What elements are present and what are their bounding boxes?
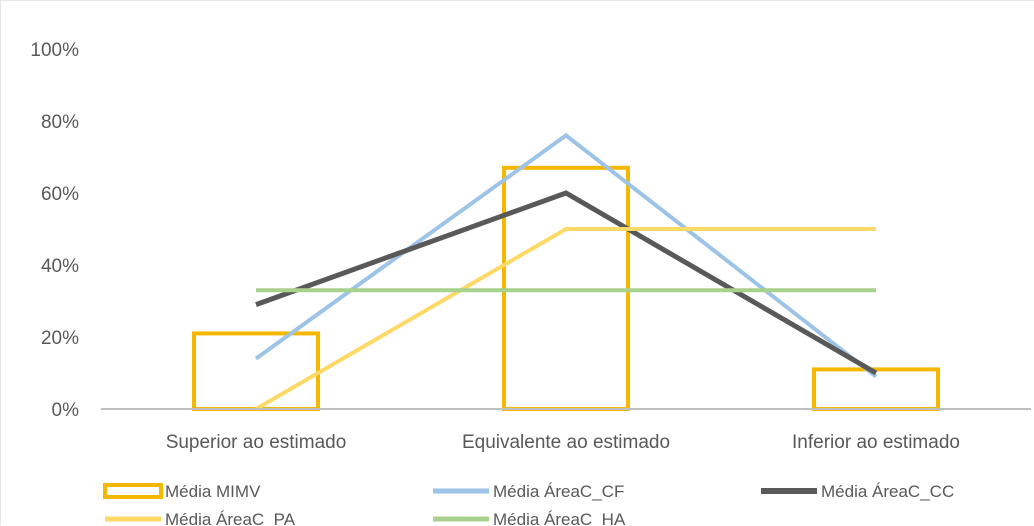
- y-tick-label: 0%: [52, 400, 80, 421]
- line-m-dia-reac-cc: [255, 190, 878, 376]
- legend-label: Média ÁreaC_CC: [821, 482, 954, 501]
- line-m-dia-reac-cf: [254, 132, 878, 379]
- y-tick-label: 20%: [41, 328, 79, 349]
- x-category-label: Superior ao estimado: [166, 432, 347, 453]
- legend-label: Média ÁreaC_CF: [493, 482, 624, 501]
- bar-media-mimv: [192, 331, 320, 411]
- x-category-label: Inferior ao estimado: [792, 432, 960, 453]
- x-axis: Superior ao estimado Equivalente ao estim…: [101, 408, 1031, 453]
- lines: [254, 132, 878, 411]
- line-m-dia-reac-pa: [254, 227, 876, 411]
- y-tick-label: 60%: [41, 184, 79, 205]
- y-tick-label: 40%: [41, 256, 79, 277]
- y-tick-label: 100%: [30, 40, 79, 61]
- y-tick-label: 80%: [41, 112, 79, 133]
- legend-label: Média ÁreaC_PA: [165, 510, 296, 526]
- legend-label: Média MIMV: [165, 482, 261, 501]
- y-axis: 0% 20% 40% 60% 80% 100%: [30, 40, 79, 421]
- legend: Média MIMV Média ÁreaC_CF Média ÁreaC_CC Mé…: [103, 482, 954, 526]
- legend-swatch-bar: [103, 483, 163, 499]
- x-category-label: Equivalente ao estimado: [462, 432, 670, 453]
- legend-label: Média ÁreaC_HA: [493, 510, 626, 526]
